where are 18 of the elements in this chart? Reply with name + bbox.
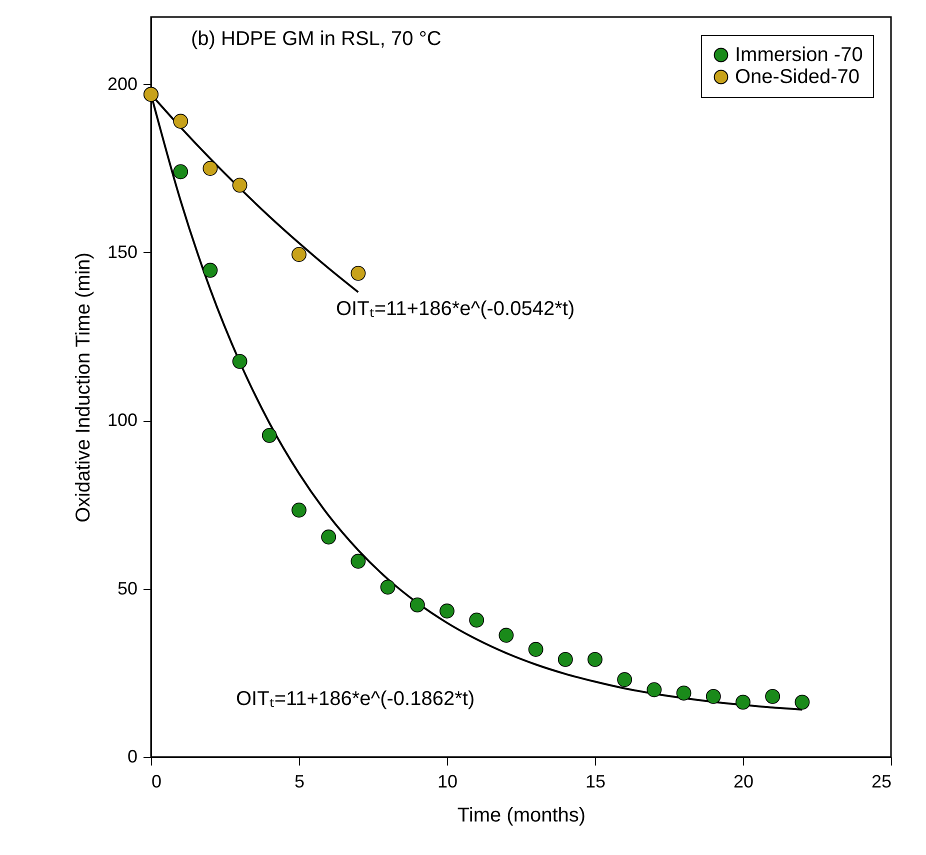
annotation: (b) HDPE GM in RSL, 70 °C (191, 28, 442, 50)
y-tick-label: 0 (127, 746, 138, 766)
x-axis-title: Time (months) (457, 804, 586, 826)
legend-label: One-Sided-70 (735, 66, 860, 88)
annotation: OITₜ=11+186*e^(-0.0542*t) (336, 298, 575, 320)
x-tick-label: 10 (437, 772, 458, 792)
y-tick-label: 100 (107, 410, 138, 430)
x-tick-label: 5 (294, 772, 305, 792)
x-tick-label: 0 (152, 772, 162, 792)
y-tick-label: 200 (107, 74, 138, 94)
x-tick-label: 15 (585, 772, 606, 792)
y-axis-title: Oxidative Induction Time (min) (72, 252, 94, 523)
y-tick-label: 150 (107, 242, 138, 262)
x-tick-label: 25 (871, 772, 892, 792)
x-tick-label: 20 (733, 772, 754, 792)
legend-label: Immersion -70 (735, 44, 863, 66)
y-tick-label: 50 (117, 578, 138, 598)
annotation: OITₜ=11+186*e^(-0.1862*t) (236, 688, 475, 710)
